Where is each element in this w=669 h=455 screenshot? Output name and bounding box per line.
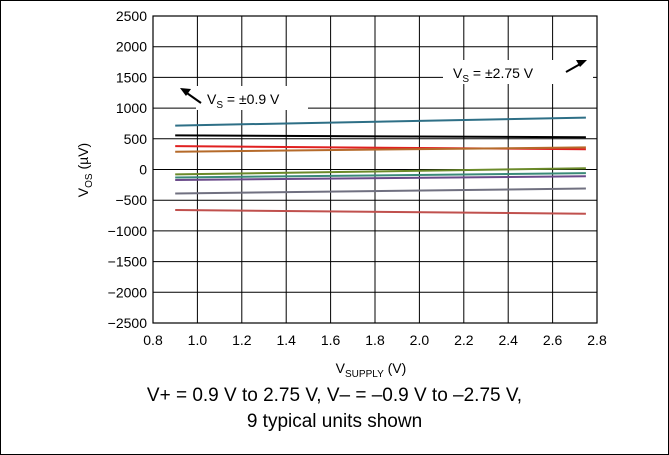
y-tick-label: −2500 bbox=[108, 315, 148, 331]
arrowhead-icon bbox=[576, 60, 587, 67]
x-tick-label: 2.4 bbox=[498, 332, 518, 348]
tick-labels: 0.8 1.0 1.2 1.4 1.6 1.8 2.0 2.2 2.4 2.6 2.8 2500 200… bbox=[108, 8, 607, 348]
y-axis-label: VOS (µV) bbox=[75, 143, 95, 197]
plot-border bbox=[152, 15, 598, 324]
series-line-9 bbox=[175, 209, 586, 215]
caption-line-2: 9 typical units shown bbox=[246, 411, 423, 432]
annotation-2-main: V bbox=[453, 65, 463, 81]
series-line-7 bbox=[175, 175, 586, 181]
y-tick-label: 1000 bbox=[116, 100, 147, 116]
y-axis-label-sub: OS bbox=[84, 173, 95, 188]
x-tick-label: 1.6 bbox=[321, 332, 341, 348]
annotation-1-rest: = ±0.9 V bbox=[223, 91, 280, 107]
y-tick-label: 2500 bbox=[116, 8, 147, 24]
x-tick-label: 2.2 bbox=[454, 332, 474, 348]
x-tick-label: 2.0 bbox=[410, 332, 430, 348]
y-axis-label-unit: (µV) bbox=[75, 143, 91, 174]
annotation-2-rest: = ±2.75 V bbox=[469, 65, 534, 81]
x-tick-label: 1.4 bbox=[276, 332, 296, 348]
annotation-2-sub: S bbox=[462, 74, 469, 85]
x-tick-label: 1.8 bbox=[365, 332, 385, 348]
series-line-4 bbox=[175, 146, 586, 153]
series-line-6 bbox=[175, 172, 586, 179]
x-tick-label: 2.6 bbox=[543, 332, 563, 348]
x-tick-label: 0.8 bbox=[143, 332, 163, 348]
series-line-8 bbox=[175, 187, 586, 195]
annotation-vs-2p75: VS = ±2.75 V bbox=[443, 60, 593, 85]
series-group bbox=[175, 116, 586, 215]
caption-line-1: V+ = 0.9 V to 2.75 V, V– = –0.9 V to –2.… bbox=[146, 385, 523, 406]
x-axis-label: VSUPPLY (V) bbox=[336, 360, 407, 380]
x-tick-label: 2.8 bbox=[587, 332, 607, 348]
y-axis-label-main: V bbox=[75, 187, 91, 197]
series-line-5 bbox=[175, 167, 586, 176]
y-tick-label: −2000 bbox=[108, 284, 148, 300]
annotation-1-main: V bbox=[207, 91, 217, 107]
svg-text:VS = ±0.9 V: VS = ±0.9 V bbox=[207, 91, 280, 111]
y-tick-label: 1500 bbox=[116, 69, 147, 85]
y-tick-label: −500 bbox=[115, 192, 147, 208]
x-axis-label-main: V bbox=[336, 360, 346, 376]
svg-text:VS = ±2.75 V: VS = ±2.75 V bbox=[453, 65, 534, 85]
y-tick-label: 0 bbox=[139, 162, 147, 178]
y-tick-label: −1000 bbox=[108, 223, 148, 239]
x-axis-label-unit: (V) bbox=[384, 360, 407, 376]
series-line-1 bbox=[175, 116, 586, 127]
y-tick-label: −1500 bbox=[108, 254, 148, 270]
x-axis-label-sub: SUPPLY bbox=[345, 369, 384, 380]
annotation-vs-0p9: VS = ±0.9 V bbox=[180, 86, 308, 111]
series-line-2 bbox=[175, 134, 586, 139]
y-tick-label: 500 bbox=[124, 131, 148, 147]
annotation-1-sub: S bbox=[216, 100, 223, 111]
x-tick-label: 1.0 bbox=[188, 332, 208, 348]
y-tick-label: 2000 bbox=[116, 39, 147, 55]
arrowhead-icon bbox=[180, 88, 191, 96]
x-tick-label: 1.2 bbox=[232, 332, 252, 348]
